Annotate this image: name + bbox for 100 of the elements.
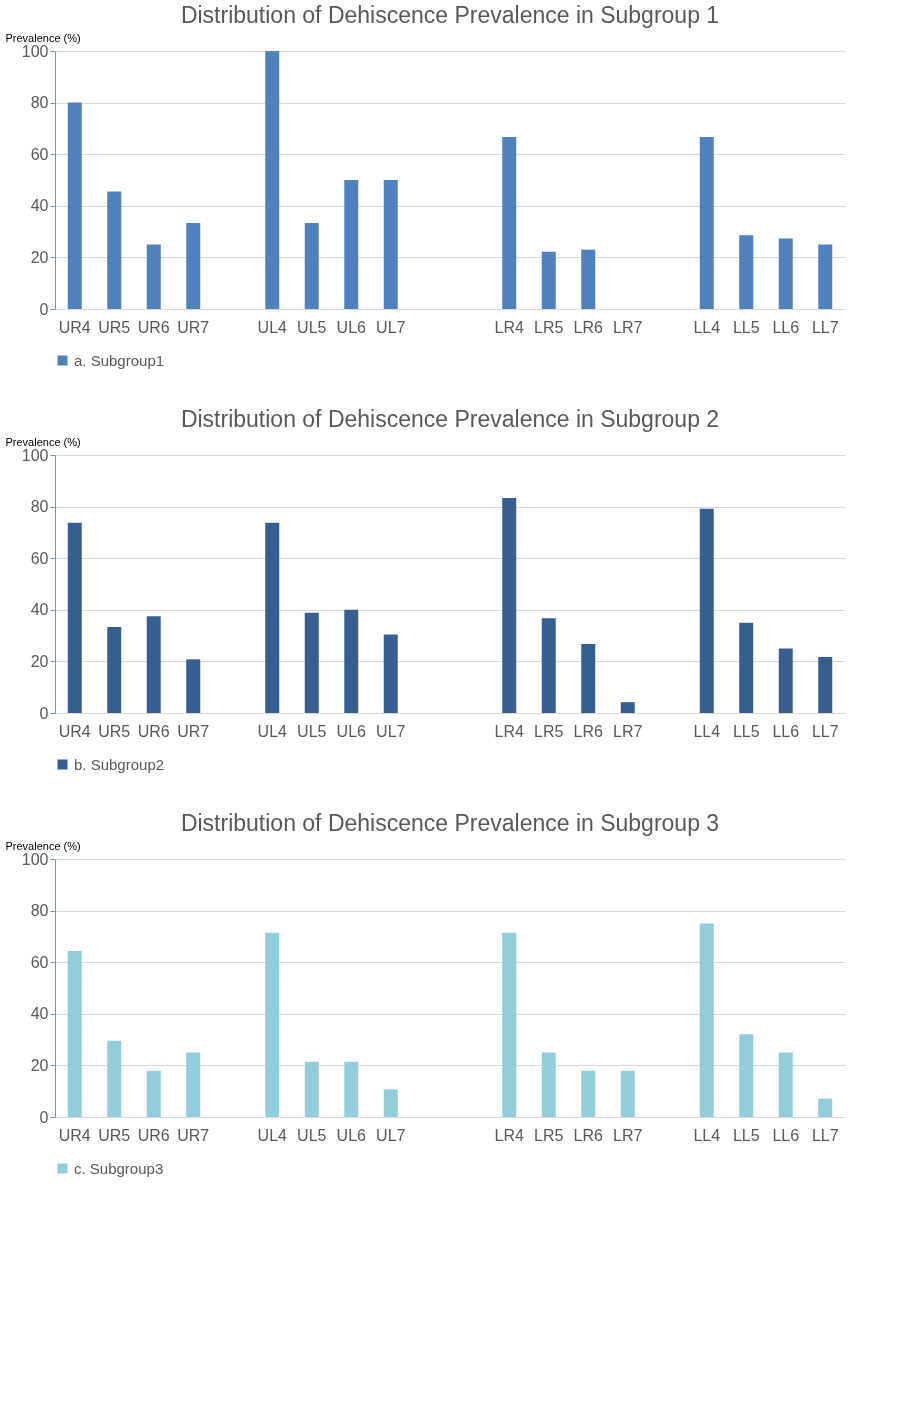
x-tick-label: UL5 bbox=[297, 1126, 327, 1144]
x-tick-label: LR4 bbox=[494, 318, 525, 336]
x-tick-label: LR6 bbox=[573, 722, 604, 740]
y-tick-label: 20 bbox=[30, 652, 49, 670]
bar bbox=[739, 235, 754, 309]
x-tick-label: UR5 bbox=[98, 722, 131, 740]
legend-label: a. Subgroup1 bbox=[74, 351, 165, 369]
x-tick-label: LL6 bbox=[772, 1126, 800, 1144]
bar bbox=[107, 191, 122, 309]
x-tick-label: UR7 bbox=[177, 1126, 210, 1144]
bar bbox=[107, 627, 122, 713]
bar bbox=[818, 244, 833, 309]
bar bbox=[699, 508, 714, 713]
x-tick-label: LL6 bbox=[772, 722, 800, 740]
bar bbox=[383, 1089, 398, 1117]
bar bbox=[818, 657, 833, 713]
bar bbox=[778, 238, 793, 309]
y-tick-label: 80 bbox=[30, 94, 49, 112]
bar bbox=[739, 622, 754, 713]
x-tick-label: LR7 bbox=[613, 722, 643, 740]
y-tick-label: 60 bbox=[30, 953, 49, 971]
bar bbox=[383, 634, 398, 713]
x-tick-label: UL6 bbox=[336, 1126, 367, 1144]
x-tick-label: LL7 bbox=[811, 722, 839, 740]
x-tick-label: UL4 bbox=[257, 318, 288, 336]
bar bbox=[186, 1052, 201, 1117]
y-tick-label: 80 bbox=[30, 902, 49, 920]
x-tick-label: UL5 bbox=[297, 722, 327, 740]
x-tick-label: UR6 bbox=[137, 318, 170, 336]
x-tick-label: UR5 bbox=[98, 318, 131, 336]
x-tick-label: UR4 bbox=[58, 1126, 91, 1144]
legend-label: c. Subgroup3 bbox=[74, 1159, 164, 1177]
y-tick-label: 40 bbox=[30, 197, 49, 215]
y-tick-label: 0 bbox=[39, 1108, 49, 1126]
bar bbox=[541, 1052, 556, 1117]
bar bbox=[778, 1052, 793, 1117]
legend-label: b. Subgroup2 bbox=[74, 755, 165, 773]
bar bbox=[146, 244, 161, 309]
bar bbox=[778, 648, 793, 713]
bar bbox=[304, 612, 319, 713]
x-tick-label: LL7 bbox=[811, 1126, 839, 1144]
bar bbox=[107, 1040, 122, 1117]
x-tick-label: LR4 bbox=[494, 722, 525, 740]
x-tick-label: UL7 bbox=[376, 722, 406, 740]
bar bbox=[541, 251, 556, 309]
bar bbox=[67, 522, 82, 713]
y-tick-label: 40 bbox=[30, 601, 49, 619]
x-tick-label: LR6 bbox=[573, 318, 604, 336]
y-tick-label: 60 bbox=[30, 145, 49, 163]
y-tick-label: 100 bbox=[21, 850, 49, 868]
x-tick-label: UR4 bbox=[58, 318, 91, 336]
bar bbox=[383, 180, 398, 309]
y-tick-label: 60 bbox=[30, 549, 49, 567]
bar bbox=[265, 522, 280, 713]
bar bbox=[699, 136, 714, 309]
bar bbox=[581, 644, 596, 713]
x-tick-label: LR5 bbox=[534, 318, 564, 336]
x-tick-label: UR7 bbox=[177, 722, 210, 740]
x-tick-label: UL6 bbox=[336, 318, 367, 336]
y-tick-label: 100 bbox=[21, 446, 49, 464]
y-axis-title: Prevalence (%) bbox=[5, 31, 81, 44]
y-axis-title: Prevalence (%) bbox=[5, 839, 81, 852]
chart-title: Distribution of Dehiscence Prevalence in Subgroup 3 bbox=[180, 810, 720, 836]
bar bbox=[818, 1098, 833, 1117]
bar bbox=[581, 1070, 596, 1117]
bar bbox=[541, 618, 556, 713]
x-tick-label: UR7 bbox=[177, 318, 210, 336]
bar bbox=[344, 180, 359, 309]
bar bbox=[620, 702, 635, 713]
x-tick-label: UR4 bbox=[58, 722, 91, 740]
x-tick-label: LL5 bbox=[732, 722, 760, 740]
bar bbox=[265, 932, 280, 1117]
x-tick-label: LL5 bbox=[732, 1126, 760, 1144]
x-tick-label: UL5 bbox=[297, 318, 327, 336]
bar bbox=[67, 951, 82, 1117]
x-tick-label: LR7 bbox=[613, 1126, 643, 1144]
y-tick-label: 20 bbox=[30, 1056, 49, 1074]
x-tick-label: UR6 bbox=[137, 722, 170, 740]
bar bbox=[67, 102, 82, 309]
x-tick-label: LL6 bbox=[772, 318, 800, 336]
bar bbox=[581, 249, 596, 309]
x-tick-label: UL7 bbox=[376, 1126, 406, 1144]
y-tick-label: 0 bbox=[39, 300, 49, 318]
x-tick-label: UL6 bbox=[336, 722, 367, 740]
x-tick-label: LR5 bbox=[534, 722, 564, 740]
bar bbox=[304, 1061, 319, 1117]
bar bbox=[186, 659, 201, 713]
bar bbox=[739, 1034, 754, 1117]
y-tick-label: 100 bbox=[21, 42, 49, 60]
x-tick-label: UR6 bbox=[137, 1126, 170, 1144]
y-tick-label: 80 bbox=[30, 498, 49, 516]
bar bbox=[344, 1061, 359, 1117]
x-tick-label: LR6 bbox=[573, 1126, 604, 1144]
chart-title: Distribution of Dehiscence Prevalence in Subgroup 2 bbox=[180, 406, 720, 432]
bar bbox=[304, 223, 319, 309]
x-tick-label: LR4 bbox=[494, 1126, 525, 1144]
bar bbox=[146, 616, 161, 713]
y-axis-title: Prevalence (%) bbox=[5, 435, 81, 448]
y-tick-label: 40 bbox=[30, 1005, 49, 1023]
bar bbox=[146, 1070, 161, 1117]
